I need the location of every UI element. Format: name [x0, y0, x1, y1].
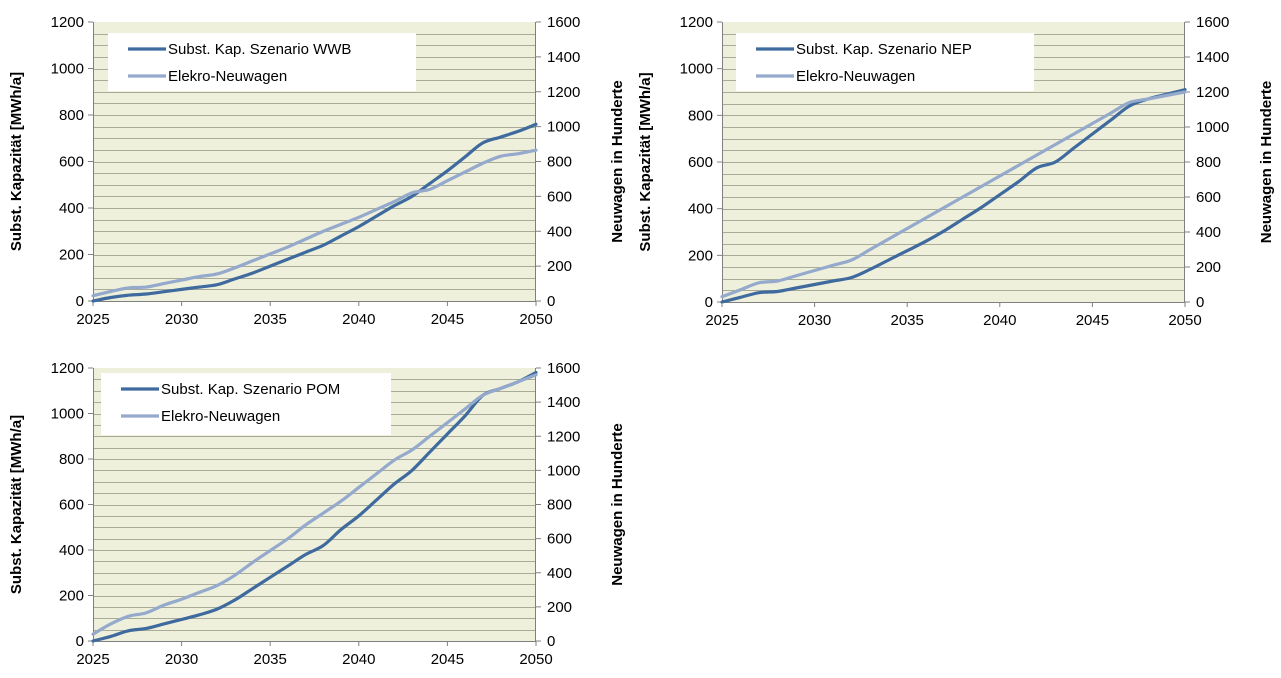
series-line-newcars: [91, 148, 538, 298]
y-axis-label: Subst. Kapazität [MWh/a]: [8, 415, 25, 594]
y-tick-label: 800: [59, 451, 84, 468]
y-tick-label: 1000: [51, 406, 84, 423]
y-tick-label: 200: [59, 247, 84, 264]
y2-tick-label: 800: [547, 497, 572, 514]
x-tick-label: 2050: [1168, 312, 1201, 329]
x-tick-label: 2040: [342, 651, 375, 668]
x-tick-label: 2025: [76, 311, 109, 328]
x-tick-label: 2040: [342, 311, 375, 328]
y2-tick-label: 600: [1196, 189, 1221, 206]
y2-tick-label: 0: [1196, 294, 1204, 311]
y-tick-label: 600: [688, 154, 713, 171]
y2-tick-label: 400: [1196, 224, 1221, 241]
legend: Subst. Kap. Szenario NEP Elekro-Neuwagen: [736, 33, 1034, 91]
legend-entry: Subst. Kap. Szenario WWB: [168, 41, 351, 58]
y2-tick-label: 1200: [1196, 84, 1229, 101]
legend: Subst. Kap. Szenario POM Elekro-Neuwagen: [101, 373, 391, 435]
y-tick-label: 1200: [51, 360, 84, 377]
y2-tick-label: 1600: [547, 14, 580, 31]
y2-tick-label: 1400: [547, 49, 580, 66]
y2-tick-label: 0: [547, 633, 555, 650]
x-tick-label: 2045: [431, 651, 464, 668]
y2-tick-label: 800: [547, 154, 572, 171]
y2-tick-label: 800: [1196, 154, 1221, 171]
legend-box: [736, 33, 1034, 91]
y2-tick-label: 600: [547, 531, 572, 548]
x-tick-label: 2050: [519, 311, 552, 328]
y-tick-label: 600: [59, 154, 84, 171]
y-tick-label: 200: [688, 247, 713, 264]
y2-tick-label: 1000: [1196, 119, 1229, 136]
y2-tick-label: 1200: [547, 428, 580, 445]
y-tick-label: 800: [59, 107, 84, 124]
y-tick-label: 1200: [680, 14, 713, 31]
x-tick-label: 2045: [431, 311, 464, 328]
chart-3: 0 200 400 600 800 1000 1200 0 200 400 600 800 1000 12…: [8, 360, 626, 668]
x-tick-label: 2050: [519, 651, 552, 668]
y-tick-label: 800: [688, 107, 713, 124]
series-line-newcars: [91, 373, 538, 636]
y2-tick-label: 200: [1196, 259, 1221, 276]
legend-entry: Elekro-Neuwagen: [161, 408, 280, 425]
y-tick-label: 400: [59, 542, 84, 559]
legend-entry: Subst. Kap. Szenario NEP: [796, 41, 972, 58]
legend-entry: Elekro-Neuwagen: [168, 68, 287, 85]
series-line-capacity: [91, 122, 538, 303]
x-tick-label: 2025: [705, 312, 738, 329]
y2-tick-label: 200: [547, 258, 572, 275]
y-axis-label: Subst. Kapazität [MWh/a]: [8, 72, 25, 251]
series-line-newcars: [720, 90, 1187, 299]
x-tick-label: 2030: [165, 311, 198, 328]
series-line-capacity: [720, 88, 1187, 304]
x-tick-label: 2030: [165, 651, 198, 668]
x-tick-label: 2035: [254, 311, 287, 328]
series-line-capacity: [91, 370, 538, 643]
y2-axis-label: Neuwagen in Hunderte: [609, 80, 626, 243]
legend-box: [101, 373, 391, 435]
y-tick-label: 400: [59, 200, 84, 217]
x-tick-label: 2040: [983, 312, 1016, 329]
y-tick-label: 0: [705, 294, 713, 311]
y-tick-label: 1200: [51, 14, 84, 31]
legend-entry: Elekro-Neuwagen: [796, 68, 915, 85]
y2-tick-label: 1400: [1196, 49, 1229, 66]
y2-tick-label: 200: [547, 599, 572, 616]
y2-tick-label: 1000: [547, 462, 580, 479]
y2-tick-label: 600: [547, 188, 572, 205]
y2-tick-label: 0: [547, 293, 555, 310]
y2-axis-label: Neuwagen in Hunderte: [1258, 81, 1275, 244]
y2-tick-label: 1400: [547, 394, 580, 411]
y-tick-label: 0: [76, 293, 84, 310]
y2-tick-label: 400: [547, 565, 572, 582]
y2-axis-label: Neuwagen in Hunderte: [609, 423, 626, 586]
x-tick-label: 2025: [76, 651, 109, 668]
y2-tick-label: 1000: [547, 119, 580, 136]
legend: Subst. Kap. Szenario WWB Elekro-Neuwagen: [108, 33, 416, 91]
x-tick-label: 2035: [891, 312, 924, 329]
y-axis-label: Subst. Kapazität [MWh/a]: [637, 72, 654, 251]
y-tick-label: 0: [76, 633, 84, 650]
y-tick-label: 1000: [680, 61, 713, 78]
y-tick-label: 600: [59, 497, 84, 514]
y-tick-label: 1000: [51, 61, 84, 78]
y2-tick-label: 400: [547, 223, 572, 240]
legend-box: [108, 33, 416, 91]
x-tick-label: 2035: [254, 651, 287, 668]
chart-2: 0 200 400 600 800 1000 1200 0 200 400 600 800 1000 12…: [637, 14, 1275, 329]
y2-tick-label: 1200: [547, 84, 580, 101]
x-tick-label: 2030: [798, 312, 831, 329]
y2-tick-label: 1600: [1196, 14, 1229, 31]
y2-tick-label: 1600: [547, 360, 580, 377]
legend-entry: Subst. Kap. Szenario POM: [161, 381, 340, 398]
x-tick-label: 2045: [1076, 312, 1109, 329]
y-tick-label: 200: [59, 588, 84, 605]
chart-1: 0 200 400 600 800 1000 1200 0 200 400 600 800 1000 12…: [8, 14, 626, 328]
y-tick-label: 400: [688, 201, 713, 218]
